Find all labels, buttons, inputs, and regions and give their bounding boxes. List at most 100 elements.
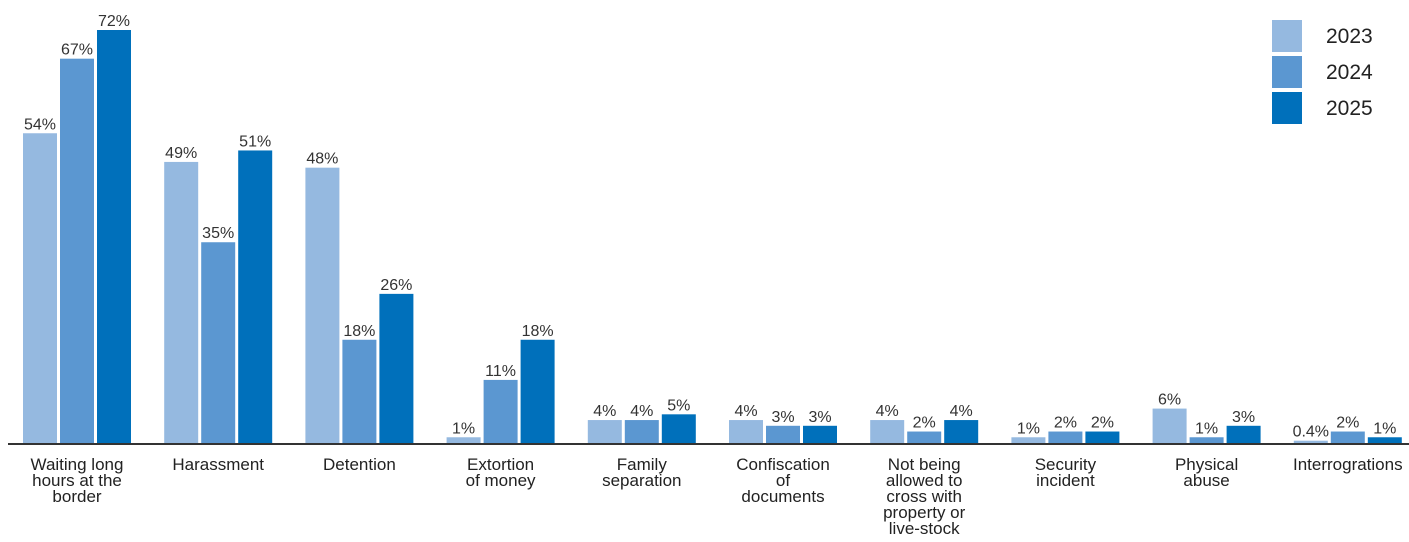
bar-waiting-long-hours-at-the-border-2025 [97,30,131,443]
data-labels-layer: 54% 67% 72% 49% 35% 51% 48% 18% 26% 1% 11% 18% 4% 4% 5… [24,13,1396,441]
bar-detention-2023 [305,167,340,443]
x-tick-label-line: live-stock [889,519,960,538]
x-tick-label-line: Harassment [172,455,264,474]
bar-physical-abuse-2025 [1226,425,1261,443]
bar-not-being-allowed-to-cross-with-property-or-live-stock-2023 [870,420,905,443]
bar-not-being-allowed-to-cross-with-property-or-live-stock-2025 [944,420,979,443]
bar-harassment-2024 [201,242,236,443]
legend-label-2023: 2023 [1326,25,1373,48]
data-label-family-separation-2025: 5% [667,397,690,414]
bar-physical-abuse-2024 [1189,437,1224,443]
data-label-not-being-allowed-to-cross-with-property-or-live-stock-2023: 4% [876,403,899,420]
data-label-interrograt-ions-2025: 1% [1373,420,1396,437]
x-tick-label-interrograt-ions: Interrograt­ions [1293,455,1403,474]
x-tick-label-detention: Detention [323,455,396,474]
data-label-family-separation-2023: 4% [593,403,616,420]
bars-layer [23,30,1402,444]
data-label-harassment-2024: 35% [202,225,234,242]
bar-interrograt-ions-2025 [1367,437,1402,443]
data-label-harassment-2023: 49% [165,145,197,162]
x-tick-label-line: Waiting long [31,455,124,474]
data-label-not-being-allowed-to-cross-with-property-or-live-stock-2024: 2% [913,415,936,432]
bar-extortion-of-money-2025 [520,339,555,443]
bar-extortion-of-money-2023 [446,437,481,443]
data-label-detention-2025: 26% [380,277,412,294]
data-label-waiting-long-hours-at-the-border-2024: 67% [61,42,93,59]
data-label-security-incident-2025: 2% [1091,415,1114,432]
bar-family-separation-2024 [624,420,659,443]
bar-detention-2024 [342,339,377,443]
bar-confiscation-of-documents-2025 [803,425,837,443]
data-label-physical-abuse-2023: 6% [1158,392,1181,409]
x-tick-label-line: Detention [323,455,396,474]
bar-security-incident-2025 [1085,431,1120,443]
x-tick-label-line: allowed to [886,471,963,490]
legend-label-2025: 2025 [1326,97,1373,120]
x-tick-label-waiting-long-hours-at-the-border: Waiting long hours at the border [31,455,124,506]
x-tick-label-line: documents [741,487,824,506]
bar-interrograt-ions-2023 [1293,440,1328,443]
x-tick-label-family-separation: Family separation [602,455,681,490]
data-label-family-separation-2024: 4% [630,403,653,420]
legend-swatch-2024 [1272,56,1302,88]
data-label-confiscation-of-documents-2025: 3% [808,409,831,426]
x-tick-label-extortion-of-money: Extortion of money [466,455,536,490]
x-tick-label-line: cross with [886,487,962,506]
x-tick-label-security-incident: Security incident [1035,455,1097,490]
data-label-detention-2024: 18% [343,323,375,340]
data-label-confiscation-of-documents-2024: 3% [771,409,794,426]
legend-swatch-2025 [1272,92,1302,124]
data-label-interrograt-ions-2023: 0.4% [1293,424,1329,441]
legend-label-2024: 2024 [1326,61,1373,84]
bar-security-incident-2024 [1048,431,1083,443]
bar-confiscation-of-documents-2024 [766,425,800,443]
x-tick-label-line: Extortion [467,455,534,474]
data-label-interrograt-ions-2024: 2% [1336,415,1359,432]
x-tick-label-not-being-allowed-to-cross-with-property-or-live-stock: Not being allowed to cross with property or… [883,455,966,538]
bar-harassment-2025 [238,150,273,444]
x-tick-label-line: incident [1036,471,1095,490]
data-label-security-incident-2024: 2% [1054,415,1077,432]
bar-not-being-allowed-to-cross-with-property-or-live-stock-2024 [907,431,942,443]
bar-harassment-2023 [164,161,199,444]
x-tick-label-line: Security [1035,455,1097,474]
x-tick-label-physical-abuse: Physical abuse [1175,455,1238,490]
data-label-physical-abuse-2024: 1% [1195,420,1218,437]
data-label-physical-abuse-2025: 3% [1232,409,1255,426]
bar-extortion-of-money-2024 [483,379,518,443]
x-tick-label-confiscation-of-documents: Confiscation of documents [736,455,830,506]
x-tick-label-line: separation [602,471,681,490]
bar-waiting-long-hours-at-the-border-2023 [23,133,57,443]
data-label-waiting-long-hours-at-the-border-2023: 54% [24,116,56,133]
x-tick-label-line: border [52,487,101,506]
data-label-not-being-allowed-to-cross-with-property-or-live-stock-2025: 4% [950,403,973,420]
x-tick-label-line: Physical [1175,455,1238,474]
bar-security-incident-2023 [1011,437,1046,443]
bar-detention-2025 [379,293,414,443]
bar-interrograt-ions-2024 [1330,431,1365,443]
data-label-waiting-long-hours-at-the-border-2025: 72% [98,13,130,30]
legend: 2023 2024 2025 [1272,20,1373,124]
data-label-harassment-2025: 51% [239,133,271,150]
legend-swatch-2023 [1272,20,1302,52]
data-label-security-incident-2023: 1% [1017,420,1040,437]
x-tick-label-line: Interrograt­ions [1293,455,1403,474]
data-label-detention-2023: 48% [306,151,338,168]
x-tick-label-line: of [776,471,790,490]
bar-waiting-long-hours-at-the-border-2024 [60,58,94,444]
x-tick-label-line: property or [883,503,966,522]
data-label-extortion-of-money-2024: 11% [485,363,516,380]
data-label-confiscation-of-documents-2023: 4% [734,403,757,420]
x-tick-label-line: abuse [1183,471,1229,490]
x-tick-label-line: hours at the [32,471,122,490]
x-tick-label-harassment: Harassment [172,455,264,474]
x-tick-label-line: Not being [888,455,961,474]
bar-family-separation-2023 [587,420,622,443]
data-label-extortion-of-money-2023: 1% [452,420,475,437]
x-tick-label-line: Confiscation [736,455,830,474]
data-label-extortion-of-money-2025: 18% [522,323,554,340]
x-tick-label-line: Family [617,455,668,474]
x-tick-labels-layer: Waiting long hours at the border Harassment… [31,455,1403,538]
bar-confiscation-of-documents-2023 [729,420,763,443]
